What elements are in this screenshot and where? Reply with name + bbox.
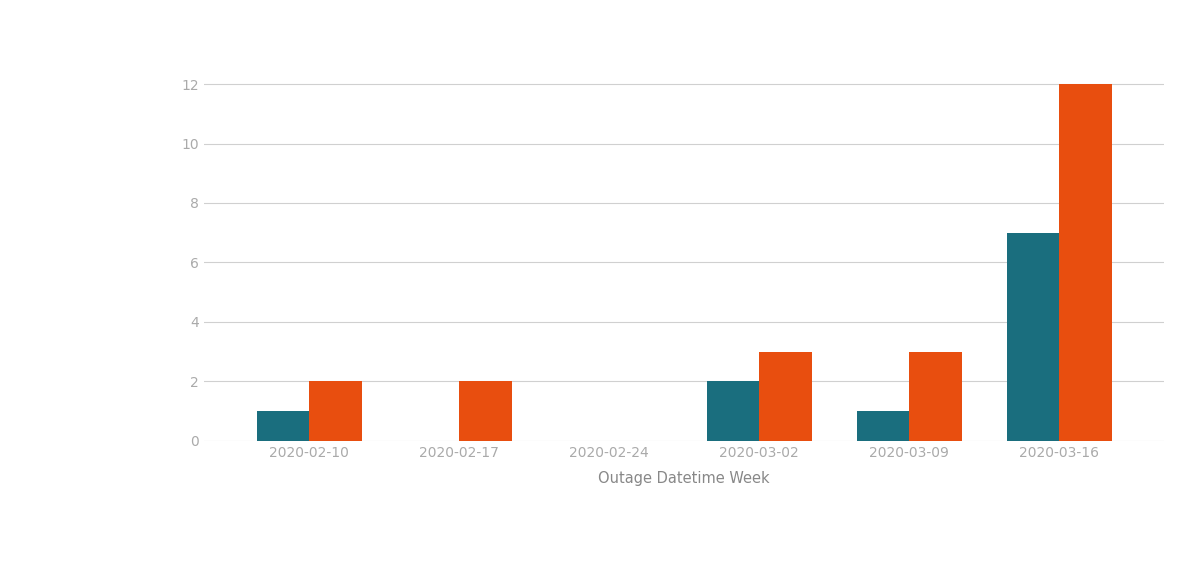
Legend: US Outages, Total Outages: US Outages, Total Outages xyxy=(560,560,808,565)
Bar xyxy=(857,411,910,441)
Bar xyxy=(1007,233,1060,441)
Bar xyxy=(310,381,361,441)
X-axis label: Outage Datetime Week: Outage Datetime Week xyxy=(598,471,770,486)
Bar xyxy=(1060,84,1111,441)
Bar xyxy=(257,411,310,441)
Bar xyxy=(910,351,961,441)
Bar xyxy=(707,381,760,441)
Bar xyxy=(458,381,511,441)
Bar xyxy=(760,351,811,441)
